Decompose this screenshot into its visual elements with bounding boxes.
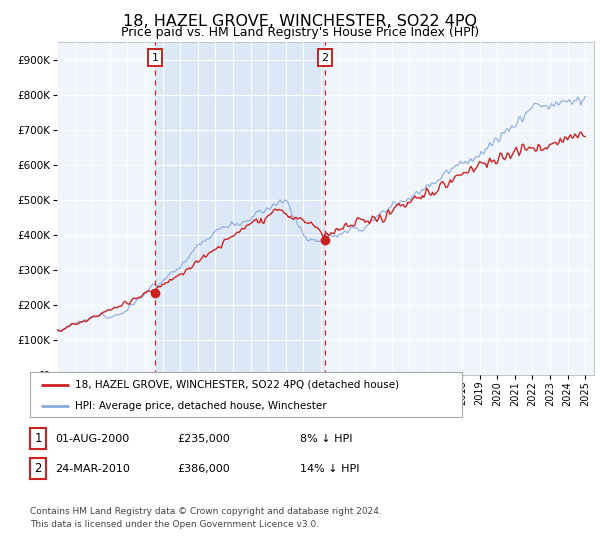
Text: 18, HAZEL GROVE, WINCHESTER, SO22 4PQ (detached house): 18, HAZEL GROVE, WINCHESTER, SO22 4PQ (d… [76,380,400,390]
Text: 2: 2 [322,53,329,63]
Text: 14% ↓ HPI: 14% ↓ HPI [300,464,359,474]
Text: Price paid vs. HM Land Registry's House Price Index (HPI): Price paid vs. HM Land Registry's House … [121,26,479,39]
Text: 1: 1 [152,53,159,63]
Text: 8% ↓ HPI: 8% ↓ HPI [300,434,353,444]
Text: £235,000: £235,000 [177,434,230,444]
Text: 01-AUG-2000: 01-AUG-2000 [55,434,130,444]
Text: 2: 2 [34,462,42,475]
Text: Contains HM Land Registry data © Crown copyright and database right 2024.: Contains HM Land Registry data © Crown c… [30,507,382,516]
Text: 18, HAZEL GROVE, WINCHESTER, SO22 4PQ: 18, HAZEL GROVE, WINCHESTER, SO22 4PQ [123,14,477,29]
Text: 24-MAR-2010: 24-MAR-2010 [55,464,130,474]
Bar [155,42,325,375]
Text: 1: 1 [34,432,42,445]
Text: HPI: Average price, detached house, Winchester: HPI: Average price, detached house, Winc… [76,401,327,411]
Text: £386,000: £386,000 [177,464,230,474]
Text: This data is licensed under the Open Government Licence v3.0.: This data is licensed under the Open Gov… [30,520,319,529]
